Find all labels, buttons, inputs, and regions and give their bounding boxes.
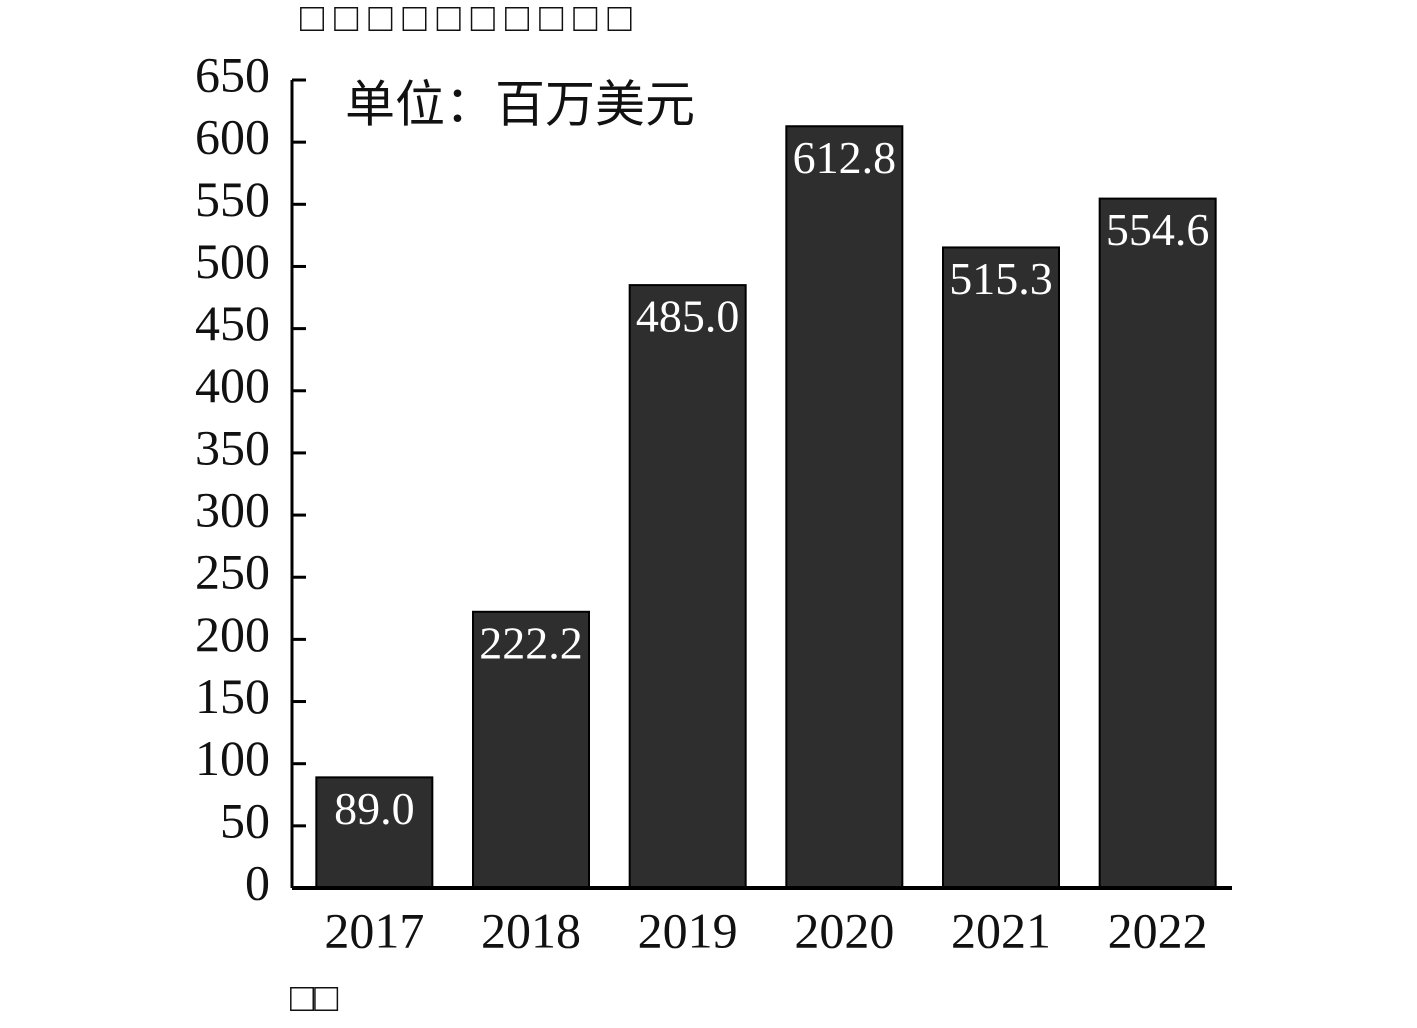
y-tick-label: 550	[195, 171, 270, 227]
x-tick-label: 2022	[1108, 902, 1208, 958]
value-label: 515.3	[949, 253, 1053, 304]
x-axis-label: □□	[290, 975, 338, 1020]
x-tick-label: 2018	[481, 902, 581, 958]
bar	[942, 246, 1060, 890]
bar	[785, 125, 904, 890]
x-tick-label: 2019	[638, 902, 738, 958]
y-tick-label: 250	[195, 544, 270, 600]
bar	[315, 776, 434, 889]
y-tick-label: 50	[220, 792, 270, 848]
bar	[472, 610, 590, 890]
annotation: 单位：百万美元	[345, 76, 695, 132]
value-label: 222.2	[479, 617, 583, 668]
y-tick-label: 500	[195, 233, 270, 289]
x-tick-label: 2020	[794, 902, 894, 958]
y-tick-label: 600	[195, 109, 270, 165]
value-label: 485.0	[636, 291, 740, 342]
y-tick-label: 200	[195, 606, 270, 662]
y-tick-label: 400	[195, 357, 270, 413]
x-tick-label: 2017	[324, 902, 424, 958]
y-tick-label: 100	[195, 730, 270, 786]
value-label: 89.0	[334, 783, 415, 834]
x-tick-label: 2021	[951, 902, 1051, 958]
y-tick-label: 650	[195, 46, 270, 102]
y-tick-label: 150	[195, 668, 270, 724]
bar	[1098, 197, 1217, 889]
value-label: 554.6	[1106, 204, 1210, 255]
y-tick-label: 350	[195, 419, 270, 475]
value-label: 612.8	[793, 132, 897, 183]
y-tick-label: 300	[195, 482, 270, 538]
bar	[628, 284, 747, 890]
y-tick-label: 0	[245, 854, 270, 910]
chart-title: □ □ □ □ □ □ □ □ □ □	[300, 0, 632, 40]
y-tick-label: 450	[195, 295, 270, 351]
